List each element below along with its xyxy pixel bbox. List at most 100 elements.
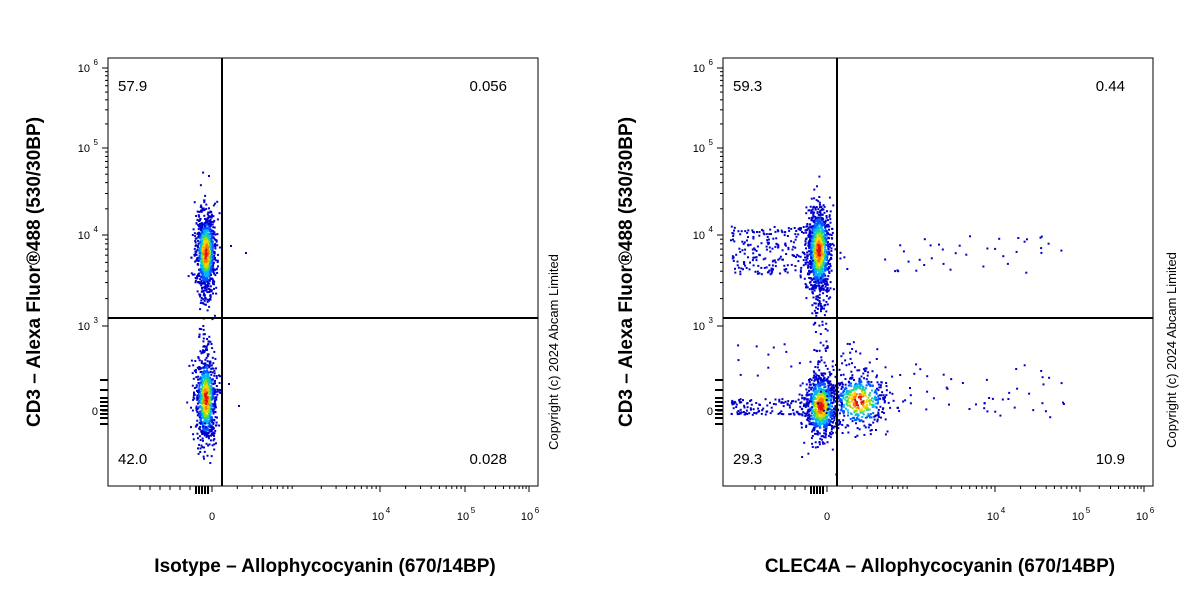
- event-dot: [809, 234, 812, 236]
- event-dot: [811, 210, 814, 213]
- event-dot: [187, 275, 190, 278]
- event-dot: [826, 287, 829, 290]
- event-dot: [200, 362, 203, 364]
- event-dot: [813, 309, 816, 312]
- event-dot: [213, 407, 216, 410]
- event-dot: [733, 226, 736, 229]
- event-dot: [826, 329, 829, 332]
- event-dot: [742, 261, 745, 264]
- event-dot: [850, 412, 852, 415]
- event-dot: [818, 223, 821, 226]
- event-dot: [820, 378, 823, 381]
- event-dot: [202, 171, 205, 174]
- event-dot: [203, 397, 206, 400]
- event-dot: [814, 413, 817, 416]
- event-dot: [745, 409, 748, 412]
- event-dot: [805, 383, 808, 386]
- quadrant-value-lower-left: 42.0: [118, 451, 147, 468]
- event-dot: [817, 233, 820, 236]
- event-dot: [824, 221, 827, 224]
- event-dot: [211, 444, 214, 447]
- event-dot: [814, 206, 817, 209]
- event-dot: [879, 386, 882, 389]
- event-dot: [827, 382, 830, 384]
- event-dot: [875, 406, 878, 409]
- event-dot: [200, 266, 203, 269]
- event-dot: [806, 398, 809, 401]
- event-dot: [814, 387, 817, 390]
- event-dot: [196, 389, 198, 392]
- event-dot: [862, 420, 865, 423]
- event-dot: [209, 246, 212, 248]
- event-dot: [816, 402, 819, 405]
- event-dot: [214, 405, 217, 408]
- event-dot: [807, 234, 810, 237]
- event-dot: [739, 408, 742, 411]
- event-dot: [748, 412, 751, 415]
- event-dot: [884, 395, 887, 398]
- event-dot: [810, 209, 813, 212]
- event-dot: [826, 408, 829, 411]
- event-dot: [215, 421, 218, 424]
- event-dot: [891, 375, 894, 378]
- event-dot: [209, 388, 212, 391]
- event-dot: [859, 411, 862, 414]
- event-dot: [209, 424, 212, 427]
- event-dot: [204, 194, 207, 197]
- event-dot: [796, 253, 799, 256]
- event-dot: [206, 376, 209, 379]
- event-dot: [194, 252, 197, 255]
- event-dot: [730, 225, 733, 228]
- event-dot: [806, 401, 809, 404]
- event-dot: [814, 267, 817, 270]
- event-dot: [213, 400, 216, 402]
- event-dot: [809, 243, 812, 246]
- event-dot: [854, 405, 857, 408]
- event-dot: [206, 291, 209, 294]
- event-dot: [795, 230, 798, 232]
- event-dot: [820, 270, 823, 273]
- event-dot: [776, 229, 779, 232]
- event-dot: [819, 394, 822, 396]
- event-dot: [731, 232, 734, 234]
- event-dot: [201, 411, 204, 414]
- event-dot: [213, 251, 216, 253]
- event-dot: [207, 219, 210, 222]
- event-dot: [815, 231, 818, 234]
- event-dot: [203, 428, 206, 431]
- event-dot: [813, 281, 816, 283]
- event-dot: [813, 261, 816, 264]
- event-dot: [820, 407, 823, 410]
- event-dot: [861, 416, 864, 418]
- event-dot: [810, 423, 813, 426]
- event-dot: [813, 379, 816, 382]
- event-dot: [213, 374, 216, 377]
- event-dot: [860, 375, 863, 378]
- event-dot: [820, 206, 823, 208]
- event-dot: [822, 379, 825, 382]
- event-dot: [203, 225, 206, 228]
- event-dot: [823, 379, 826, 382]
- event-dot: [877, 389, 880, 392]
- event-dot: [876, 387, 878, 390]
- event-dot: [821, 238, 824, 240]
- event-dot: [196, 219, 199, 221]
- event-dot: [203, 232, 206, 235]
- event-dot: [824, 258, 827, 261]
- event-dot: [208, 407, 211, 410]
- event-dot: [822, 261, 825, 264]
- event-dot: [828, 371, 831, 374]
- event-dot: [737, 230, 740, 233]
- event-dot: [830, 398, 833, 401]
- event-dot: [208, 290, 211, 293]
- event-dot: [826, 415, 829, 418]
- x-tick-exponent: 4: [386, 506, 391, 515]
- event-dot: [198, 215, 201, 218]
- event-dot: [794, 238, 797, 241]
- event-dot: [854, 388, 857, 391]
- event-dot: [820, 264, 823, 266]
- event-dot: [206, 276, 209, 279]
- event-dot: [203, 395, 206, 398]
- event-dot: [879, 405, 882, 408]
- event-dot: [197, 356, 200, 359]
